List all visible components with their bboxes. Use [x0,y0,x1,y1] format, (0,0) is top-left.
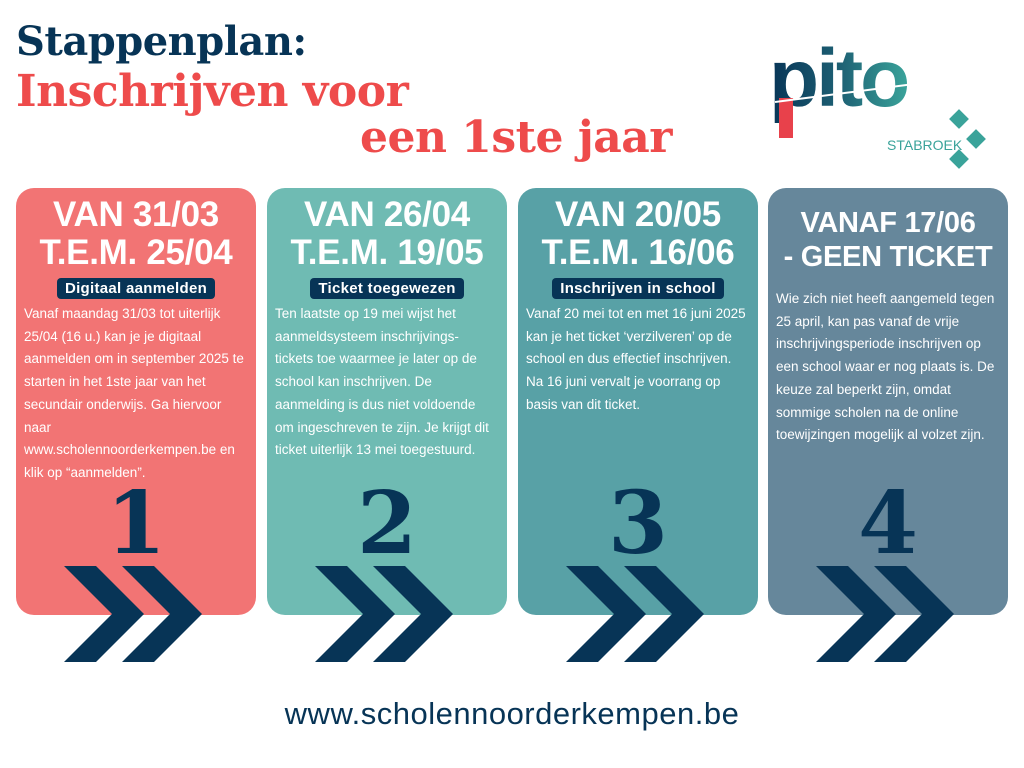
step-card-4: VANAF 17/06- GEEN TICKET Wie zich niet h… [768,188,1008,662]
step-card-1: VAN 31/03 T.E.M. 25/04 Digitaal aanmelden… [16,188,256,662]
step-number: 2 [357,473,417,574]
step-card-2: VAN 26/04 T.E.M. 19/05 Ticket toegewezen … [267,188,507,662]
step-label: Inschrijven in school [552,278,724,299]
title-line-3: een 1ste jaar [360,112,672,163]
footer-url-link[interactable]: www.scholennoorderkempen.be [284,696,740,731]
title-line-1: Stappenplan: [16,18,307,65]
double-chevron-right-icon [64,566,202,662]
step-heading: VAN 20/05 T.E.M. 16/06 [541,195,735,272]
step-number: 1 [106,473,166,574]
step-heading: VAN 31/03 T.E.M. 25/04 [39,195,233,272]
pito-stabroek-logo: pito STABROEK [769,40,986,169]
step-text: Ten laatste op 19 mei wijst het aanmelds… [275,306,489,458]
step-label: Digitaal aanmelden [56,278,216,299]
step-heading: VANAF 17/06- GEEN TICKET [783,207,993,273]
step-text: Wie zich niet heeft aangemeld tegen 25 a… [776,291,995,443]
step-text: Vanaf maandag 31/03 tot uiterlijk 25/04 … [24,306,244,480]
svg-text:STABROEK: STABROEK [887,137,963,153]
step-number: 4 [858,473,918,574]
double-chevron-right-icon [315,566,453,662]
step-text: Vanaf 20 mei tot en met 16 juni 2025 kan… [526,306,746,412]
double-chevron-right-icon [566,566,704,662]
double-chevron-right-icon [816,566,954,662]
step-label: Ticket toegewezen [310,278,464,299]
step-heading: VAN 26/04 T.E.M. 19/05 [290,195,484,272]
step-card-3: VAN 20/05 T.E.M. 16/06 Inschrijven in sch… [518,188,758,662]
step-number: 3 [608,473,668,574]
title-line-2: Inschrijven voor [16,66,409,117]
